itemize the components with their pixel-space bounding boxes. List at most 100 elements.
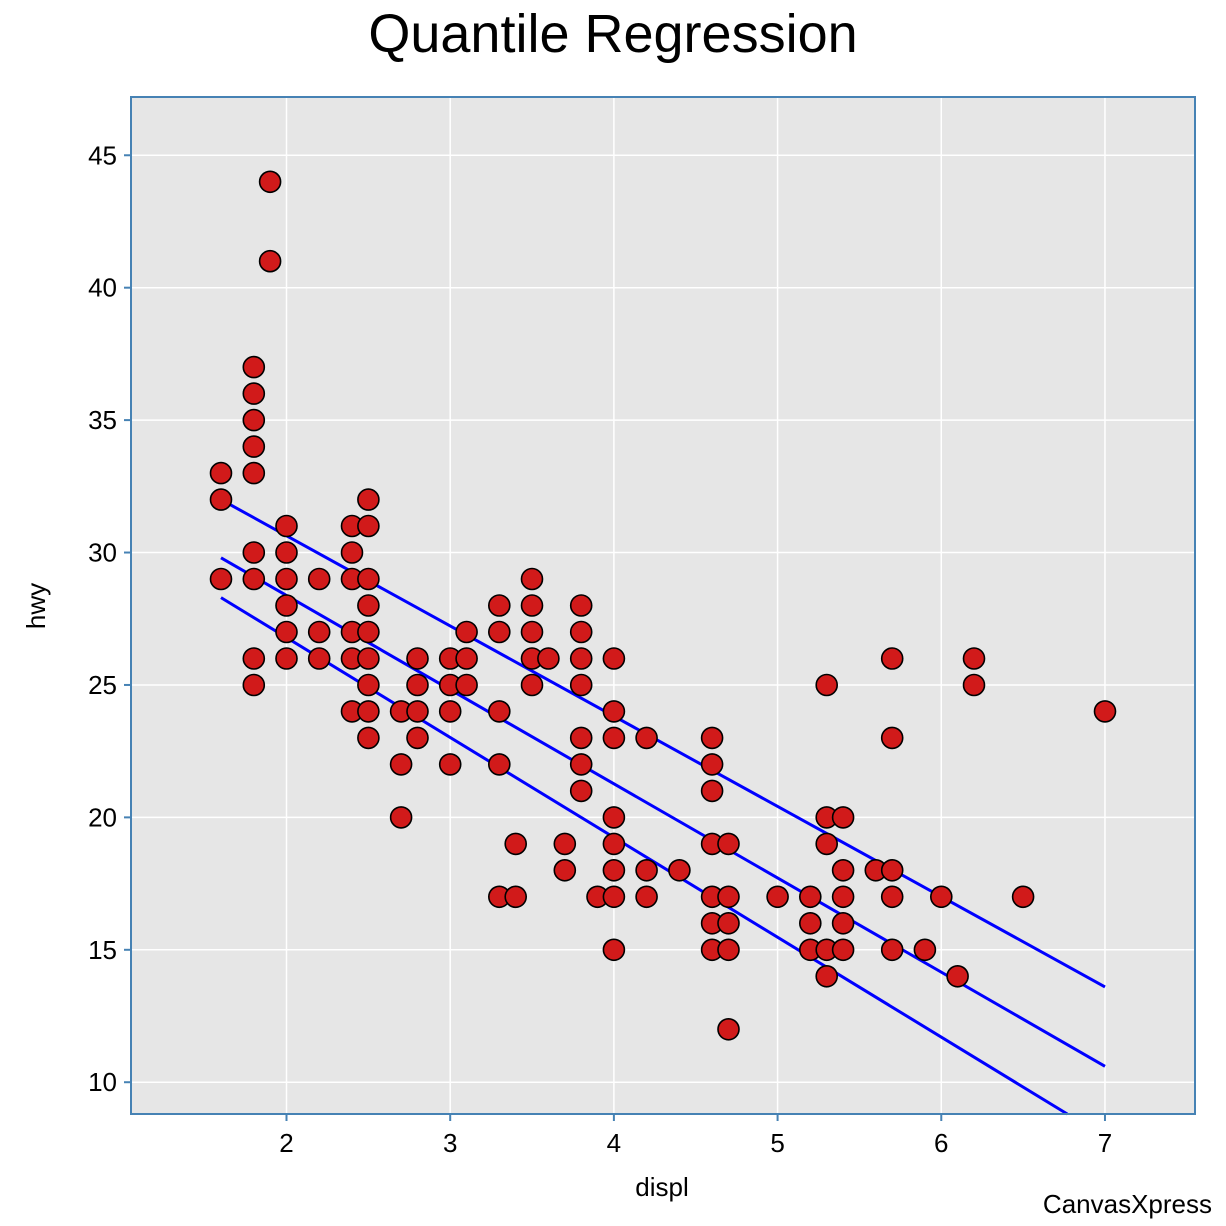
data-point <box>242 435 266 458</box>
data-point <box>766 885 789 909</box>
data-point <box>962 647 986 670</box>
data-point <box>357 514 380 538</box>
data-point <box>275 541 298 564</box>
y-tick-label: 10 <box>88 1067 117 1097</box>
data-point <box>1011 885 1035 909</box>
data-point <box>700 726 724 750</box>
data-point <box>487 753 511 776</box>
data-point <box>831 938 855 962</box>
data-point <box>962 673 986 697</box>
data-point <box>438 753 462 776</box>
data-point <box>569 726 593 750</box>
data-point <box>635 726 658 750</box>
y-tick-label: 35 <box>88 405 117 435</box>
data-point <box>357 620 380 644</box>
data-point <box>520 567 544 591</box>
data-point <box>569 620 593 644</box>
data-point <box>602 885 626 909</box>
plot-border <box>130 96 1196 1115</box>
data-point <box>798 885 822 909</box>
data-point <box>831 858 855 882</box>
data-point <box>504 832 528 856</box>
data-point <box>242 673 266 697</box>
data-point <box>307 620 331 644</box>
data-point <box>569 753 593 776</box>
data-point <box>700 753 724 776</box>
data-point <box>209 488 233 511</box>
data-point <box>209 567 233 591</box>
data-point <box>455 647 478 670</box>
data-point <box>880 647 904 670</box>
data-point <box>520 594 544 617</box>
data-point <box>258 170 282 194</box>
data-point <box>487 620 511 644</box>
data-point <box>357 726 380 750</box>
y-axis-label: hwy <box>21 583 51 629</box>
data-point <box>798 911 822 935</box>
data-point <box>487 700 511 723</box>
data-point <box>929 885 953 909</box>
data-point <box>946 964 969 988</box>
data-point <box>455 673 478 697</box>
data-point <box>389 806 413 829</box>
data-point <box>275 514 298 538</box>
data-point <box>831 885 855 909</box>
data-point <box>357 594 380 617</box>
data-point <box>880 885 904 909</box>
data-point <box>242 461 266 485</box>
data-point <box>520 620 544 644</box>
data-point <box>602 700 626 723</box>
data-point <box>880 858 904 882</box>
data-point <box>831 806 855 829</box>
data-point <box>1093 700 1117 723</box>
data-point <box>242 567 266 591</box>
chart-title: Quantile Regression <box>368 4 857 64</box>
x-tick-label: 3 <box>443 1128 457 1158</box>
data-point <box>307 567 331 591</box>
data-point <box>357 488 380 511</box>
data-point <box>815 832 839 856</box>
data-point <box>602 832 626 856</box>
data-points <box>209 170 1117 1041</box>
data-point <box>602 806 626 829</box>
data-point <box>553 858 577 882</box>
data-point <box>357 700 380 723</box>
plot-panel <box>131 97 1195 1114</box>
data-point <box>504 885 528 909</box>
x-tick-label: 6 <box>934 1128 948 1158</box>
y-tick-label: 25 <box>88 670 117 700</box>
data-point <box>357 647 380 670</box>
data-point <box>831 911 855 935</box>
y-tick-label: 45 <box>88 140 117 170</box>
data-point <box>242 382 266 405</box>
data-point <box>635 885 658 909</box>
data-point <box>569 647 593 670</box>
canvasxpress-credit: CanvasXpress <box>1043 1189 1212 1219</box>
data-point <box>406 673 429 697</box>
data-point <box>569 779 593 803</box>
data-point <box>242 408 266 432</box>
data-point <box>520 673 544 697</box>
data-point <box>880 938 904 962</box>
data-point <box>242 355 266 379</box>
data-point <box>258 249 282 273</box>
y-tick-label: 15 <box>88 935 117 965</box>
data-point <box>406 700 429 723</box>
x-axis-label: displ <box>635 1172 688 1202</box>
data-point <box>340 541 364 564</box>
x-tick-label: 5 <box>770 1128 784 1158</box>
data-point <box>357 567 380 591</box>
data-point <box>357 673 380 697</box>
data-point <box>455 620 478 644</box>
x-tick-label: 7 <box>1098 1128 1112 1158</box>
y-tick-label: 40 <box>88 273 117 303</box>
data-point <box>275 594 298 617</box>
x-tick-label: 2 <box>279 1128 293 1158</box>
data-point <box>602 726 626 750</box>
data-point <box>602 858 626 882</box>
data-point <box>717 885 740 909</box>
data-point <box>307 647 331 670</box>
data-point <box>815 964 839 988</box>
